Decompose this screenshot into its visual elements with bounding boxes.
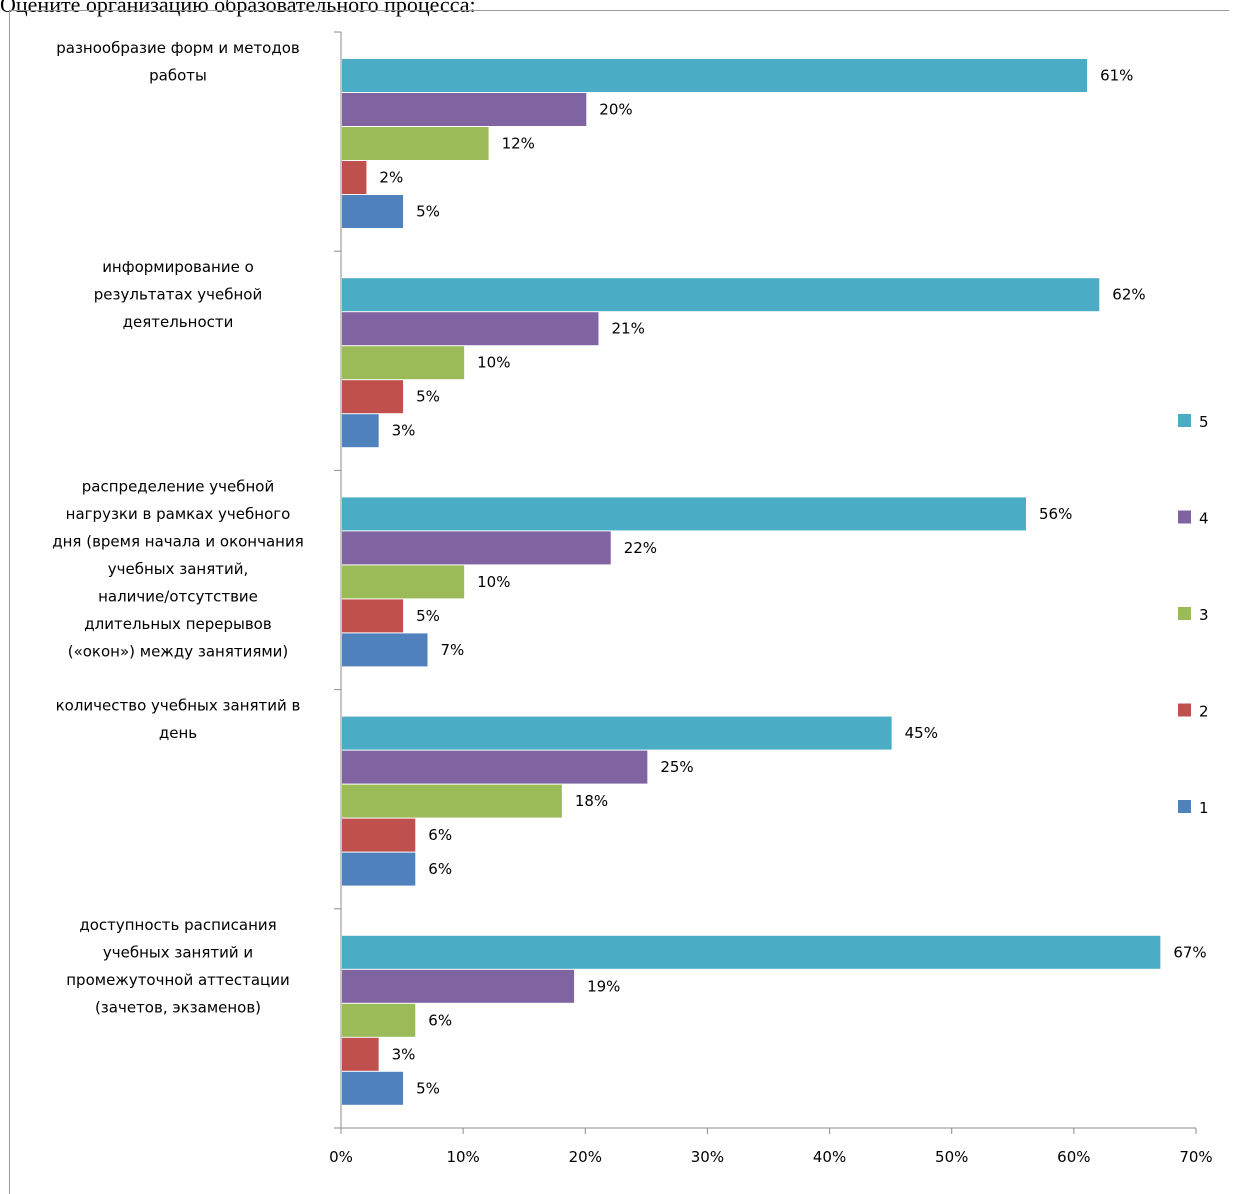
data-label: 5% — [416, 203, 440, 221]
legend-swatch — [1178, 510, 1191, 524]
data-label: 10% — [477, 573, 510, 591]
legend-swatch — [1178, 414, 1191, 427]
bar — [342, 565, 465, 599]
legend-swatch — [1178, 703, 1191, 717]
data-label: 3% — [392, 422, 416, 440]
category-label: результатах учебной — [94, 286, 263, 304]
data-label: 12% — [502, 135, 535, 153]
data-label: 56% — [1039, 505, 1072, 523]
bar — [342, 312, 599, 346]
category-label: промежуточной аттестации — [66, 971, 290, 989]
legend-swatch — [1178, 607, 1191, 620]
x-tick-label: 70% — [1179, 1148, 1212, 1166]
data-label: 5% — [416, 388, 440, 406]
bar — [342, 750, 648, 784]
category-label: («окон») между занятиями) — [68, 642, 289, 660]
bar — [342, 531, 611, 565]
bar — [342, 195, 404, 228]
bar — [342, 127, 489, 160]
bar — [342, 278, 1100, 312]
bar — [342, 497, 1026, 531]
category-label: учебных занятий и — [103, 943, 253, 961]
data-label: 21% — [612, 320, 645, 338]
category-label: разнообразие форм и методов — [56, 39, 300, 57]
bar — [342, 93, 587, 126]
x-tick-label: 0% — [329, 1148, 353, 1166]
bar — [342, 1071, 404, 1105]
bar — [342, 633, 428, 667]
bar — [342, 852, 416, 886]
category-label: количество учебных занятий в — [56, 697, 301, 715]
data-label: 5% — [416, 607, 440, 625]
bar — [342, 784, 562, 818]
page-title: Оцените организацию образовательного про… — [0, 0, 476, 17]
bar — [342, 346, 465, 380]
bar — [342, 1003, 416, 1037]
category-label: информирование о — [102, 258, 254, 276]
data-label: 5% — [416, 1079, 440, 1097]
data-label: 62% — [1112, 286, 1145, 304]
data-label: 6% — [428, 826, 452, 844]
data-label: 20% — [599, 101, 632, 119]
data-label: 22% — [624, 539, 657, 557]
category-label: учебных занятий, — [108, 560, 249, 578]
data-label: 18% — [575, 792, 608, 810]
data-label: 61% — [1100, 67, 1133, 85]
bar — [342, 380, 404, 414]
legend-label: 1 — [1199, 799, 1209, 817]
data-label: 7% — [441, 641, 465, 659]
data-label: 3% — [392, 1045, 416, 1063]
category-label: длительных перерывов — [84, 615, 271, 633]
data-label: 2% — [379, 169, 403, 187]
bar — [342, 59, 1088, 92]
data-label: 67% — [1173, 943, 1206, 961]
category-label: работы — [149, 67, 207, 85]
legend-swatch — [1178, 800, 1191, 813]
data-label: 10% — [477, 354, 510, 372]
x-tick-label: 60% — [1057, 1148, 1090, 1166]
x-tick-label: 50% — [935, 1148, 968, 1166]
x-tick-label: 10% — [446, 1148, 479, 1166]
x-tick-label: 20% — [569, 1148, 602, 1166]
bar — [342, 161, 367, 194]
category-label: (зачетов, экзаменов) — [95, 998, 261, 1016]
chart-frame — [9, 10, 1229, 1194]
legend-label: 2 — [1199, 703, 1209, 721]
bar — [342, 414, 379, 448]
data-label: 45% — [905, 724, 938, 742]
category-label: распределение учебной — [82, 477, 274, 495]
data-label: 19% — [587, 977, 620, 995]
bar — [342, 969, 575, 1003]
bar — [342, 935, 1161, 969]
category-label: дня (время начала и окончания — [52, 532, 304, 550]
legend-label: 4 — [1199, 510, 1209, 528]
data-label: 6% — [428, 860, 452, 878]
category-label: нагрузки в рамках учебного — [66, 505, 291, 523]
bar — [342, 1037, 379, 1071]
category-label: наличие/отсутствие — [98, 587, 258, 605]
bar — [342, 716, 892, 750]
data-label: 25% — [660, 758, 693, 776]
legend-label: 3 — [1199, 606, 1209, 624]
category-label: деятельности — [123, 313, 234, 331]
data-label: 6% — [428, 1011, 452, 1029]
category-label: день — [159, 724, 197, 742]
legend-label: 5 — [1199, 413, 1209, 431]
x-tick-label: 40% — [813, 1148, 846, 1166]
bar — [342, 599, 404, 633]
x-tick-label: 30% — [691, 1148, 724, 1166]
category-label: доступность расписания — [79, 916, 276, 934]
bar — [342, 818, 416, 852]
